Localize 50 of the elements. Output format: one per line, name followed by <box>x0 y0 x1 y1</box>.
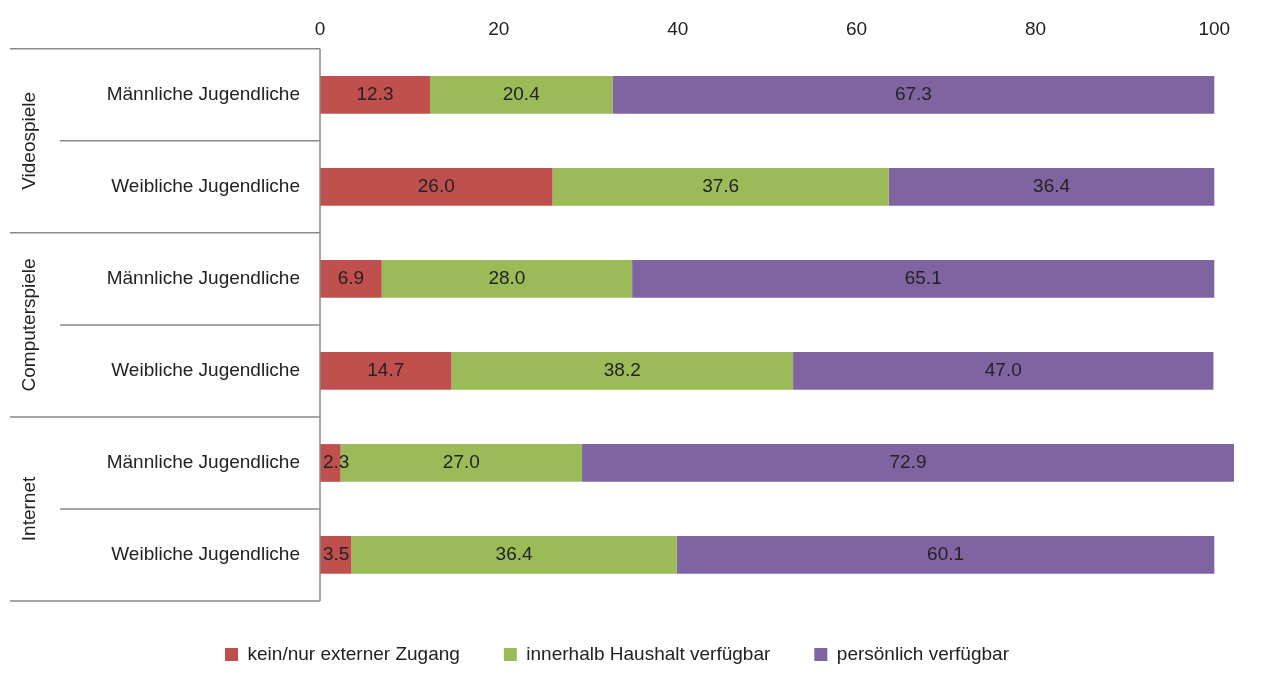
x-tick-label: 20 <box>488 17 510 39</box>
text: Videospiele <box>18 91 40 190</box>
bar <box>552 167 889 206</box>
bar <box>612 75 1215 114</box>
text: Internet <box>18 476 40 542</box>
bar <box>793 352 1214 390</box>
data-label: 27.0 <box>442 451 480 473</box>
data-label: 72.9 <box>889 451 927 473</box>
data-label: 36.4 <box>495 543 533 565</box>
legend-label: kein/nur externer Zugang <box>247 642 460 664</box>
y-tick-label: Männliche Jugendliche <box>106 83 300 105</box>
data-label: 14.7 <box>367 359 405 381</box>
data-label: 20.4 <box>502 83 541 105</box>
data-label: 28.0 <box>488 267 526 289</box>
data-label: 47.0 <box>984 359 1022 381</box>
data-label: 60.1 <box>927 543 965 565</box>
x-tick-label: 0 <box>314 17 326 39</box>
bar <box>320 75 430 114</box>
data-label: 36.4 <box>1033 175 1071 197</box>
x-tick-label: 40 <box>667 17 689 39</box>
data-label: 26.0 <box>417 175 455 197</box>
bar <box>676 536 1215 574</box>
y-tick-label: Weibliche Jugendliche <box>111 543 300 565</box>
legend-label: innerhalb Haushalt verfügbar <box>526 642 771 664</box>
data-label: 65.1 <box>904 267 942 289</box>
text: Computerspiele <box>18 258 40 392</box>
y-tick-label: Weibliche Jugendliche <box>111 175 300 197</box>
x-tick-label: 80 <box>1024 17 1047 39</box>
x-tick-label: 60 <box>846 17 868 39</box>
data-label: 6.9 <box>337 267 365 289</box>
bar <box>320 260 382 298</box>
legend-label: persönlich verfügbar <box>836 642 1010 664</box>
bar <box>320 352 452 390</box>
bar <box>451 352 794 390</box>
data-label: 67.3 <box>894 83 932 105</box>
data-label: 38.2 <box>603 359 641 381</box>
y-tick-label: Männliche Jugendliche <box>106 267 300 289</box>
y-tick-label: Weibliche Jugendliche <box>111 359 300 381</box>
data-label: 37.6 <box>702 175 740 197</box>
data-label: 3.5 <box>323 543 350 565</box>
data-label: 12.3 <box>356 83 394 105</box>
bar <box>582 444 1234 482</box>
y-tick-label: Männliche Jugendliche <box>106 451 300 473</box>
bar <box>381 260 633 298</box>
bar <box>320 167 553 206</box>
bar <box>430 75 613 114</box>
bar <box>888 167 1215 206</box>
x-tick-label: 100 <box>1198 17 1231 39</box>
bar <box>351 536 677 574</box>
bar <box>632 260 1215 298</box>
